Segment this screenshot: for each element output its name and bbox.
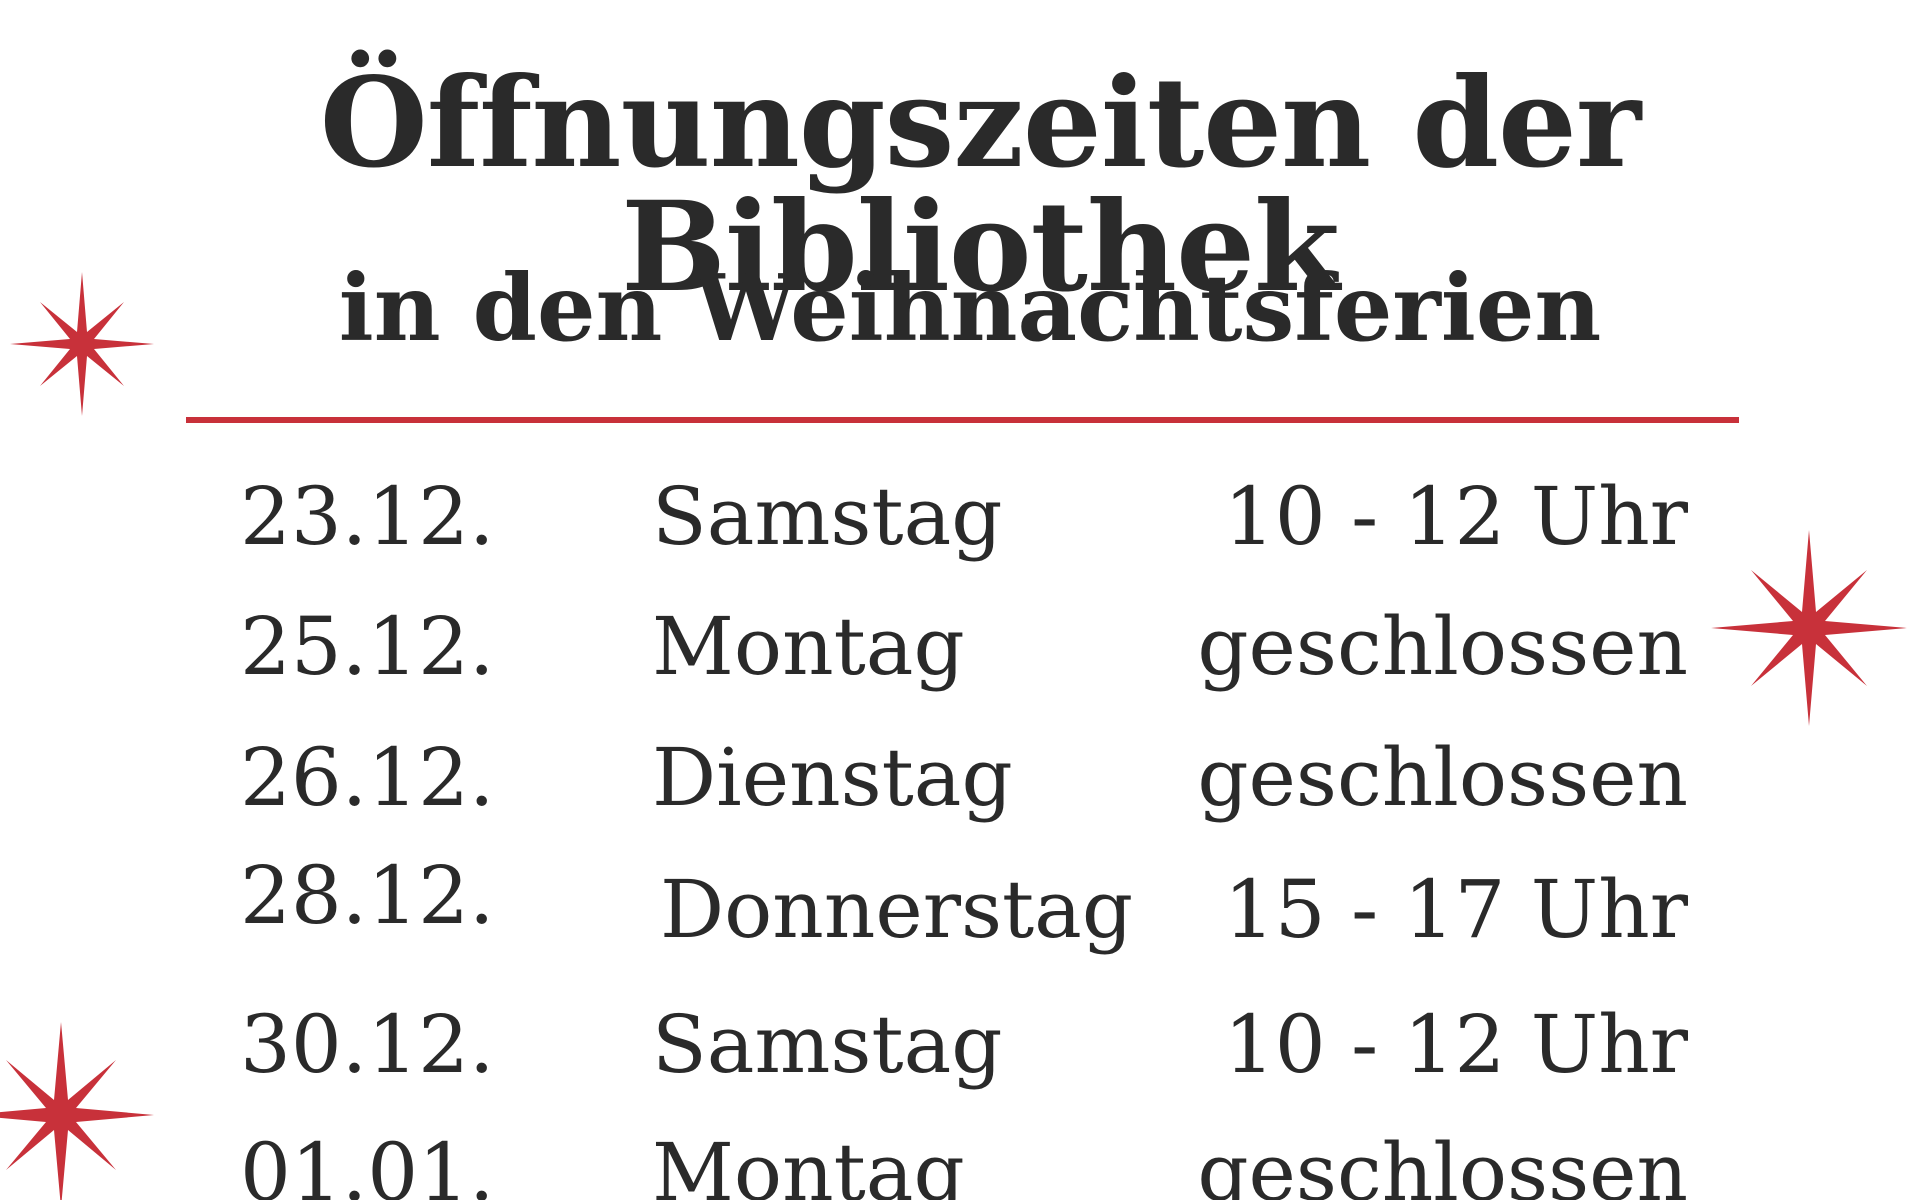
date-cell: 28.12. [240, 849, 495, 942]
schedule-row: 28.12. Donnerstag 15 - 17 Uhr [0, 849, 1920, 965]
schedule-row: 01.01. Montag geschlossen [0, 1118, 1920, 1200]
schedule-row: 25.12. Montag geschlossen [0, 592, 1920, 702]
title-divider [186, 417, 1739, 423]
schedule-row: 23.12. Samstag 10 - 12 Uhr [0, 462, 1920, 572]
hours-cell: geschlossen [1197, 1126, 1688, 1200]
hours-cell: geschlossen [1197, 731, 1688, 824]
hours-cell: 10 - 12 Uhr [1223, 470, 1688, 563]
hours-cell: 10 - 12 Uhr [1223, 998, 1688, 1091]
schedule-row: 30.12. Samstag 10 - 12 Uhr [0, 990, 1920, 1100]
weekday-cell: Montag [652, 1126, 965, 1200]
date-cell: 23.12. [240, 470, 495, 563]
page-title: Öffnungszeiten der Bibliothek [319, 51, 1642, 320]
star-icon-right [1711, 530, 1907, 726]
star-icon-left [10, 272, 154, 416]
schedule-row: 26.12. Dienstag geschlossen [0, 723, 1920, 833]
hours-cell: geschlossen [1197, 600, 1688, 693]
star-icon-bottom-left [0, 1022, 154, 1200]
hours-cell: 15 - 17 Uhr [1223, 863, 1688, 956]
page-subtitle: in den Weihnachtsferien [338, 254, 1602, 362]
date-cell: 01.01. [240, 1126, 495, 1200]
weekday-cell: Montag [652, 600, 965, 693]
date-cell: 26.12. [240, 731, 495, 824]
date-cell: 25.12. [240, 600, 495, 693]
weekday-cell: Samstag [652, 998, 1003, 1091]
date-cell: 30.12. [240, 998, 495, 1091]
weekday-cell: Dienstag [652, 731, 1013, 824]
weekday-cell: Donnerstag [660, 863, 1134, 956]
weekday-cell: Samstag [652, 470, 1003, 563]
